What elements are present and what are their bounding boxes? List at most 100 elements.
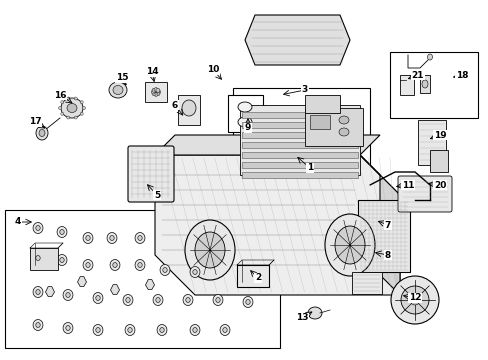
Ellipse shape bbox=[67, 97, 70, 100]
Ellipse shape bbox=[156, 92, 160, 96]
Ellipse shape bbox=[36, 289, 40, 294]
Ellipse shape bbox=[215, 297, 220, 302]
Text: 11: 11 bbox=[401, 180, 413, 189]
Bar bbox=[237, 265, 268, 287]
Bar bbox=[5, 210, 280, 348]
Ellipse shape bbox=[156, 88, 160, 92]
Text: 7: 7 bbox=[384, 220, 390, 230]
Ellipse shape bbox=[390, 276, 438, 324]
Bar bbox=[389, 52, 477, 118]
Ellipse shape bbox=[85, 262, 90, 267]
Text: 10: 10 bbox=[206, 66, 219, 75]
Ellipse shape bbox=[238, 102, 251, 112]
Ellipse shape bbox=[421, 80, 427, 88]
Text: 16: 16 bbox=[54, 90, 66, 99]
Ellipse shape bbox=[183, 294, 193, 306]
Text: 20: 20 bbox=[433, 180, 445, 189]
Ellipse shape bbox=[66, 293, 70, 297]
Text: 8: 8 bbox=[384, 251, 390, 260]
FancyBboxPatch shape bbox=[397, 176, 451, 212]
Polygon shape bbox=[110, 285, 119, 294]
Ellipse shape bbox=[307, 307, 321, 319]
Ellipse shape bbox=[157, 324, 166, 336]
Ellipse shape bbox=[82, 107, 85, 109]
Ellipse shape bbox=[152, 92, 156, 96]
Bar bbox=[429, 150, 447, 172]
Polygon shape bbox=[145, 280, 154, 289]
Ellipse shape bbox=[338, 116, 348, 124]
Text: 1: 1 bbox=[306, 163, 312, 172]
Ellipse shape bbox=[192, 328, 197, 333]
Text: 3: 3 bbox=[301, 85, 307, 94]
Ellipse shape bbox=[190, 324, 200, 336]
Ellipse shape bbox=[156, 297, 160, 302]
Bar bbox=[178, 95, 200, 125]
Ellipse shape bbox=[243, 297, 252, 307]
Ellipse shape bbox=[60, 257, 64, 262]
Ellipse shape bbox=[63, 289, 73, 301]
Ellipse shape bbox=[192, 270, 197, 274]
Ellipse shape bbox=[160, 328, 164, 333]
Bar bbox=[305, 95, 339, 113]
Text: 19: 19 bbox=[433, 130, 446, 139]
Text: 5: 5 bbox=[154, 190, 160, 199]
Bar bbox=[351, 272, 381, 294]
Ellipse shape bbox=[409, 295, 419, 305]
Ellipse shape bbox=[110, 260, 120, 270]
Ellipse shape bbox=[135, 233, 144, 243]
Ellipse shape bbox=[74, 116, 77, 119]
Bar bbox=[242, 122, 357, 128]
Bar bbox=[242, 142, 357, 148]
Ellipse shape bbox=[163, 267, 167, 273]
Ellipse shape bbox=[152, 88, 156, 92]
Ellipse shape bbox=[220, 324, 229, 336]
Ellipse shape bbox=[36, 225, 40, 230]
Ellipse shape bbox=[238, 117, 251, 127]
Bar bbox=[309, 115, 329, 129]
Bar bbox=[417, 120, 445, 165]
Ellipse shape bbox=[400, 286, 428, 314]
Ellipse shape bbox=[138, 235, 142, 240]
Polygon shape bbox=[155, 155, 399, 295]
Bar bbox=[145, 82, 167, 102]
Ellipse shape bbox=[184, 220, 235, 280]
Ellipse shape bbox=[427, 54, 431, 60]
Text: 13: 13 bbox=[295, 314, 307, 323]
Ellipse shape bbox=[60, 230, 64, 234]
Ellipse shape bbox=[33, 252, 43, 264]
Ellipse shape bbox=[67, 104, 77, 112]
Bar bbox=[242, 132, 357, 138]
Ellipse shape bbox=[138, 262, 142, 267]
Ellipse shape bbox=[160, 265, 170, 275]
Text: 2: 2 bbox=[254, 274, 261, 283]
Ellipse shape bbox=[154, 93, 158, 96]
Ellipse shape bbox=[96, 296, 100, 301]
Ellipse shape bbox=[182, 100, 196, 116]
Ellipse shape bbox=[334, 226, 364, 264]
Polygon shape bbox=[359, 155, 399, 295]
Ellipse shape bbox=[80, 101, 83, 104]
Ellipse shape bbox=[245, 300, 250, 305]
Text: 15: 15 bbox=[116, 73, 128, 82]
Ellipse shape bbox=[83, 233, 93, 243]
Text: 4: 4 bbox=[15, 217, 21, 226]
Bar bbox=[240, 105, 359, 175]
Ellipse shape bbox=[36, 126, 48, 140]
Bar bbox=[242, 152, 357, 158]
Ellipse shape bbox=[93, 324, 103, 336]
Ellipse shape bbox=[338, 128, 348, 136]
Ellipse shape bbox=[39, 130, 45, 136]
Ellipse shape bbox=[135, 260, 144, 270]
Ellipse shape bbox=[33, 287, 43, 297]
Text: 17: 17 bbox=[29, 117, 41, 126]
Bar bbox=[357, 200, 409, 272]
Bar bbox=[30, 248, 58, 270]
Ellipse shape bbox=[67, 116, 70, 119]
Ellipse shape bbox=[85, 235, 90, 240]
Ellipse shape bbox=[83, 260, 93, 270]
Ellipse shape bbox=[66, 325, 70, 330]
Bar bbox=[227, 95, 263, 132]
Ellipse shape bbox=[59, 107, 61, 109]
Text: 21: 21 bbox=[411, 71, 424, 80]
Polygon shape bbox=[45, 287, 54, 297]
